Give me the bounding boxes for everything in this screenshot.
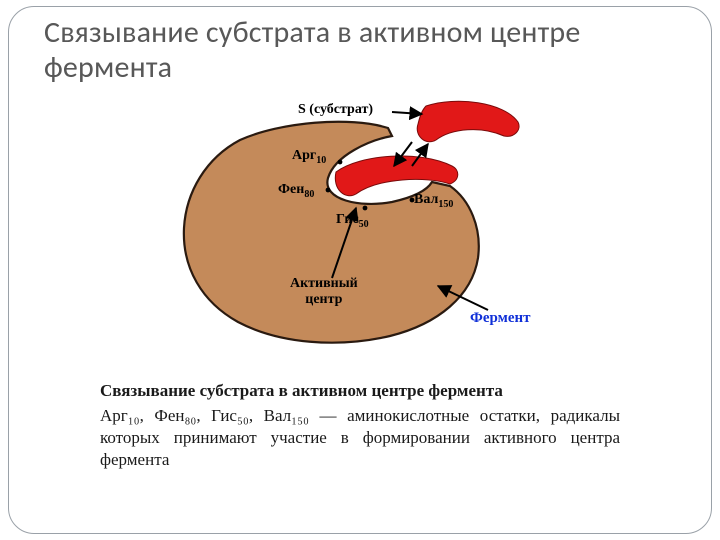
caption-body: Арг₁₀, Фен₈₀, Гис₅₀, Вал₁₅₀ — аминокисло…	[100, 405, 620, 470]
label-his: Гис50	[336, 212, 369, 230]
dot-arg	[338, 160, 343, 165]
label-active-center-l2: центр	[305, 292, 342, 307]
label-phe-sub: 80	[304, 189, 314, 200]
free-substrate-shape	[417, 101, 519, 142]
label-active-center: Активный центр	[290, 276, 358, 308]
label-arg-text: Арг	[292, 148, 316, 163]
slide: Связывание субстрата в активном центре ф…	[0, 0, 720, 540]
arrow-substrate-label	[392, 112, 422, 114]
enzyme-diagram: S (субстрат) Арг10 Фен80 Вал150 Гис50 Ак…	[160, 100, 560, 360]
enzyme-shape	[184, 122, 479, 343]
label-his-text: Гис	[336, 212, 359, 227]
label-active-center-l1: Активный	[290, 276, 358, 291]
caption-block: Связывание субстрата в активном центре ф…	[100, 380, 620, 471]
label-ferment: Фермент	[470, 310, 531, 327]
label-phe-text: Фен	[278, 182, 304, 197]
dot-phe	[326, 188, 331, 193]
label-arg: Арг10	[292, 148, 326, 166]
dot-his	[363, 206, 368, 211]
caption-title: Связывание субстрата в активном центре ф…	[100, 380, 620, 401]
label-arg-sub: 10	[316, 155, 326, 166]
label-val-text: Вал	[414, 192, 438, 207]
page-title: Связывание субстрата в активном центре ф…	[44, 16, 664, 85]
label-phe: Фен80	[278, 182, 314, 200]
label-val-sub: 150	[438, 199, 453, 210]
label-substrate: S (субстрат)	[298, 102, 373, 118]
label-his-sub: 50	[359, 219, 369, 230]
label-val: Вал150	[414, 192, 453, 210]
